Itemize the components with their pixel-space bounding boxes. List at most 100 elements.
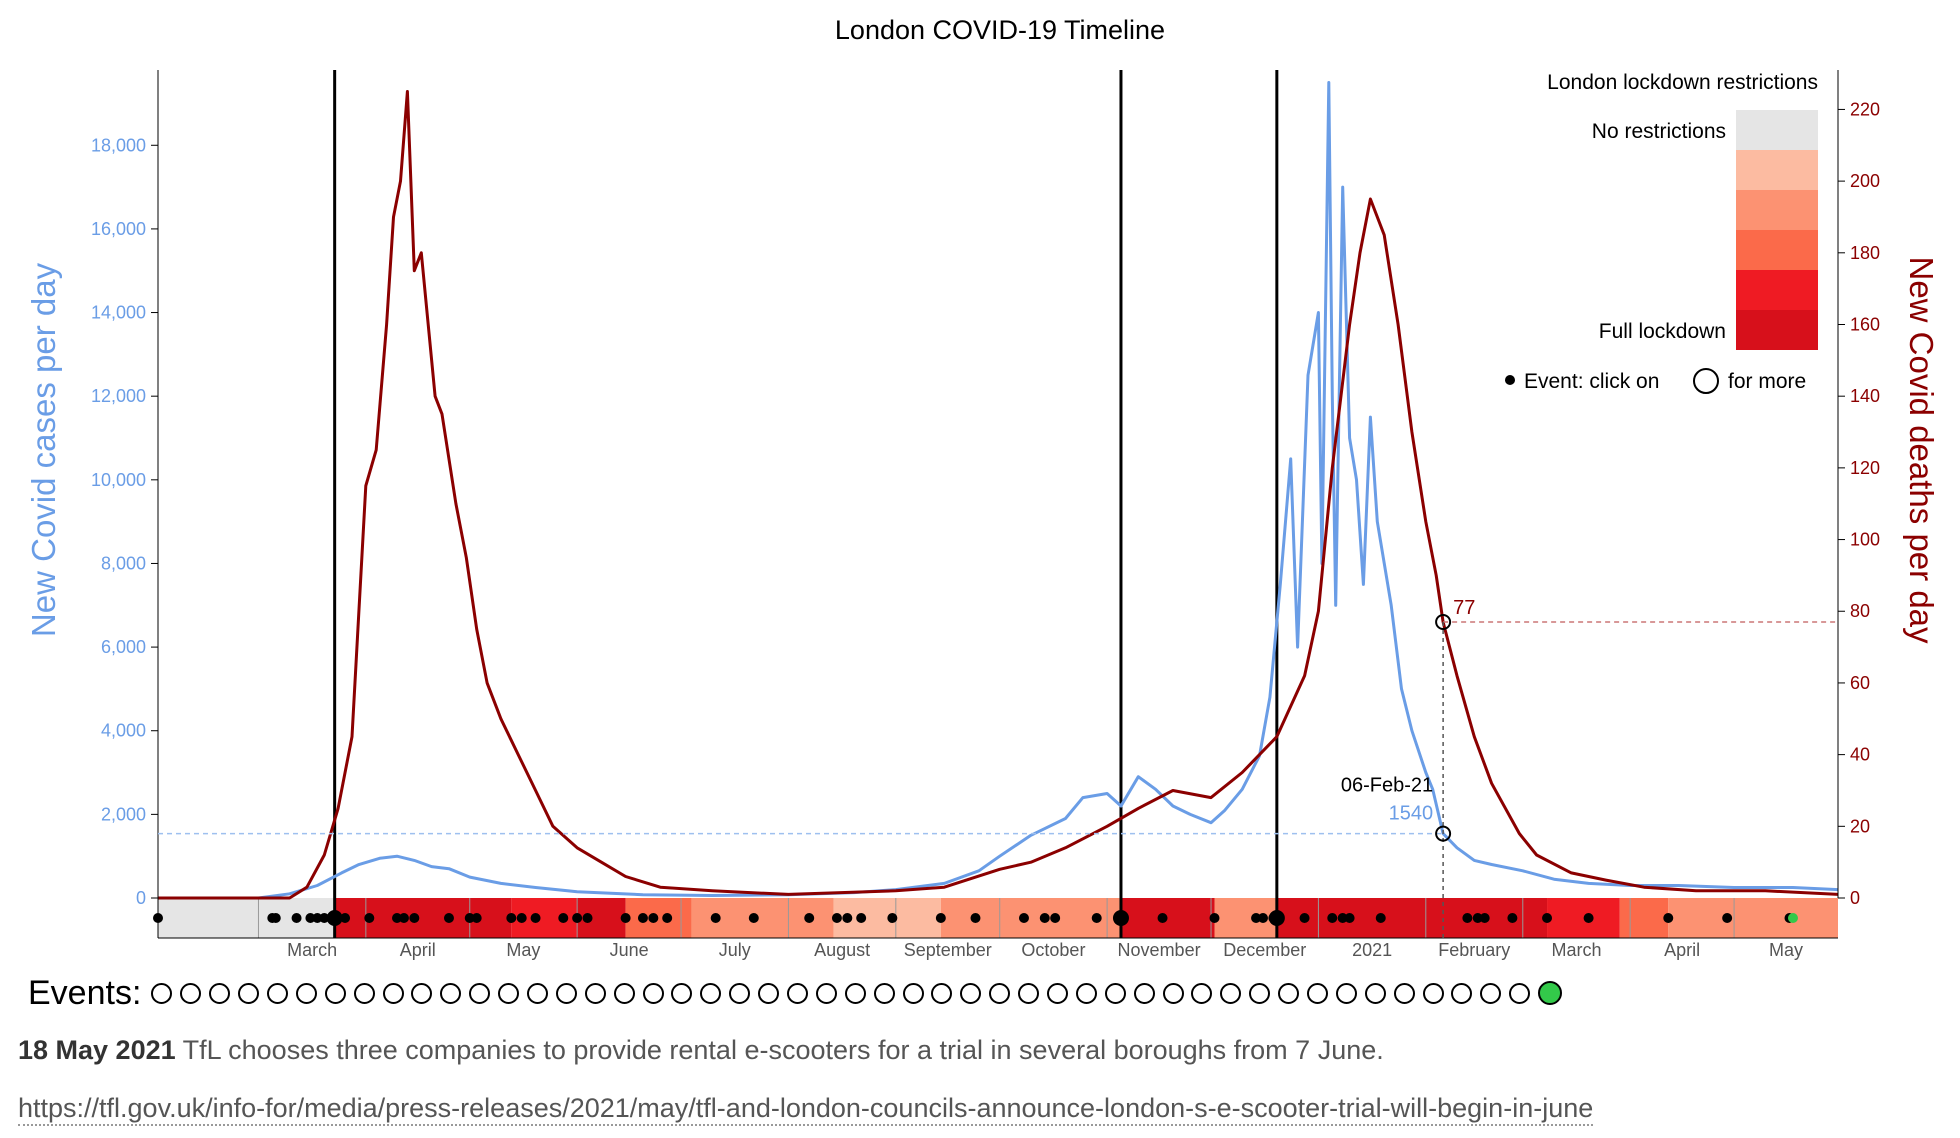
event-circle[interactable] — [613, 982, 635, 1004]
event-dot — [935, 913, 946, 923]
event-circle[interactable] — [1249, 982, 1271, 1004]
event-circle[interactable] — [700, 982, 722, 1004]
event-circle[interactable] — [1220, 982, 1242, 1004]
y-right-tick-label: 40 — [1850, 745, 1870, 765]
x-month-label: August — [814, 940, 870, 960]
event-circle[interactable] — [1307, 982, 1329, 1004]
event-dot — [305, 913, 316, 923]
event-circle[interactable] — [1278, 982, 1300, 1004]
legend-bottom-label: Full lockdown — [1599, 320, 1726, 343]
y-left-tick-label: 2,000 — [101, 804, 146, 824]
event-circle[interactable] — [1538, 981, 1563, 1005]
event-circle[interactable] — [1422, 982, 1444, 1004]
event-circle[interactable] — [931, 982, 953, 1004]
event-circle[interactable] — [989, 982, 1011, 1004]
y-right-tick-label: 60 — [1850, 673, 1870, 693]
x-month-label: March — [1551, 940, 1601, 960]
lockdown-segment — [1276, 898, 1548, 938]
event-dot — [1257, 913, 1268, 923]
event-circle[interactable] — [1364, 982, 1386, 1004]
x-month-label: December — [1223, 940, 1306, 960]
event-circle[interactable] — [1393, 982, 1415, 1004]
event-dot — [471, 913, 482, 923]
x-month-label: July — [719, 940, 751, 960]
event-circle[interactable] — [1509, 982, 1531, 1004]
event-circle[interactable] — [584, 982, 606, 1004]
lockdown-segment — [334, 898, 512, 938]
event-circle[interactable] — [324, 982, 346, 1004]
event-circle[interactable] — [353, 982, 375, 1004]
event-dot — [1462, 913, 1473, 923]
legend-swatch — [1736, 310, 1818, 350]
event-circle[interactable] — [266, 982, 288, 1004]
event-circle[interactable] — [1075, 982, 1097, 1004]
event-circle[interactable] — [1451, 982, 1473, 1004]
event-circle[interactable] — [1162, 982, 1184, 1004]
event-circle[interactable] — [902, 982, 924, 1004]
x-month-label: April — [400, 940, 436, 960]
y-right-label: New Covid deaths per day — [1903, 256, 1940, 644]
event-circle[interactable] — [1018, 982, 1040, 1004]
event-circle[interactable] — [238, 982, 260, 1004]
lockdown-segment — [158, 898, 335, 938]
event-link[interactable]: https://tfl.gov.uk/info-for/media/press-… — [18, 1093, 1594, 1126]
event-dot — [1663, 913, 1674, 923]
event-circle[interactable] — [758, 982, 780, 1004]
tooltip-date: 06-Feb-21 — [1341, 775, 1433, 797]
event-dot — [1050, 913, 1061, 923]
y-right-tick-label: 140 — [1850, 386, 1880, 406]
event-circle[interactable] — [873, 982, 895, 1004]
event-circle[interactable] — [1335, 982, 1357, 1004]
chart-title: London COVID-19 Timeline — [835, 15, 1165, 45]
event-dot — [1344, 913, 1355, 923]
event-circle[interactable] — [498, 982, 520, 1004]
event-circle[interactable] — [295, 982, 317, 1004]
y-left-tick-label: 6,000 — [101, 637, 146, 657]
event-dot — [662, 913, 673, 923]
event-circle[interactable] — [440, 982, 462, 1004]
event-date: 18 May 2021 — [18, 1035, 176, 1065]
event-circle[interactable] — [1047, 982, 1068, 1004]
event-dot — [1787, 913, 1798, 923]
event-dot — [856, 913, 867, 923]
event-dot — [582, 913, 593, 923]
event-circle[interactable] — [411, 982, 433, 1004]
event-circle[interactable] — [555, 982, 577, 1004]
event-circle[interactable] — [1480, 982, 1502, 1004]
y-left-tick-label: 18,000 — [91, 135, 146, 155]
y-right-tick-label: 100 — [1850, 530, 1880, 550]
event-circle[interactable] — [180, 982, 202, 1004]
event-dot — [1091, 913, 1102, 923]
x-month-label: 2021 — [1352, 940, 1392, 960]
event-circle[interactable] — [786, 982, 808, 1004]
event-dot — [392, 913, 403, 923]
event-circle[interactable] — [729, 982, 751, 1004]
event-circle[interactable] — [1104, 982, 1126, 1004]
event-circle[interactable] — [469, 982, 491, 1004]
x-month-label: April — [1664, 940, 1700, 960]
event-circle[interactable] — [1191, 982, 1213, 1004]
event-circle[interactable] — [209, 982, 231, 1004]
event-dot — [312, 913, 323, 923]
event-dot — [1507, 913, 1518, 923]
legend-event-suffix: for more — [1728, 370, 1806, 393]
event-circle[interactable] — [382, 982, 404, 1004]
event-dot — [1157, 913, 1168, 923]
event-circle[interactable] — [960, 982, 982, 1004]
event-circle[interactable] — [844, 982, 866, 1004]
x-month-label: October — [1021, 940, 1085, 960]
event-circle[interactable] — [671, 982, 693, 1004]
lockdown-legend: London lockdown restrictions No restricti… — [1505, 71, 1818, 394]
event-circle[interactable] — [815, 982, 837, 1004]
event-text: TfL chooses three companies to provide r… — [182, 1035, 1384, 1065]
event-circle[interactable] — [526, 982, 548, 1004]
y-left-tick-label: 4,000 — [101, 721, 146, 741]
legend-top-label: No restrictions — [1592, 120, 1726, 143]
y-right-tick-label: 220 — [1850, 99, 1880, 119]
y-left-tick-label: 0 — [136, 888, 146, 908]
event-circle[interactable] — [642, 982, 664, 1004]
event-dot — [398, 913, 409, 923]
legend-swatch — [1736, 150, 1818, 190]
event-circle[interactable] — [151, 982, 173, 1004]
event-circle[interactable] — [1133, 982, 1155, 1004]
